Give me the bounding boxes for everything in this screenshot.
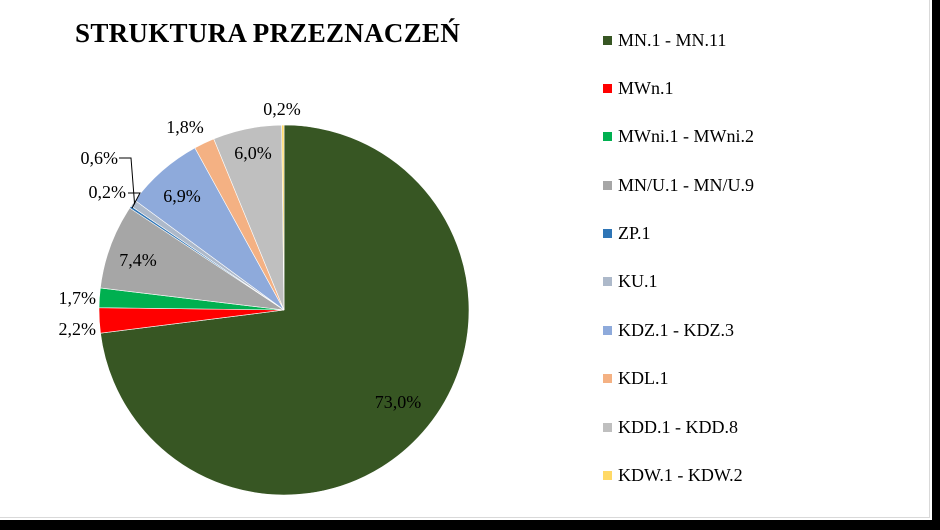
legend-item: ZP.1 [603,222,923,246]
window-edge-bottom [0,520,940,530]
pie-slice [281,124,285,311]
chart-frame [0,0,930,518]
legend-swatch [603,325,612,335]
legend-label: KDZ.1 - KDZ.3 [618,319,734,340]
legend-swatch [603,422,612,432]
data-label: 0,6% [81,148,119,168]
data-label: 1,7% [59,288,97,308]
legend-swatch [603,471,612,481]
legend-swatch [603,229,612,239]
legend-label: KDL.1 [618,368,669,389]
chart-title: STRUKTURA PRZEZNACZEŃ [75,18,461,48]
legend-item: KU.1 [603,270,923,294]
legend-swatch [603,374,612,384]
window-edge-right [932,0,940,530]
legend-label: MWni.1 - MWni.2 [618,126,754,147]
legend-label: KDD.1 - KDD.8 [618,416,738,437]
legend-label: KDW.1 - KDW.2 [618,465,743,486]
legend-item: KDL.1 [603,367,923,391]
data-label: 1,8% [166,117,204,137]
legend-item: KDZ.1 - KDZ.3 [603,318,923,342]
legend-label: KU.1 [618,271,658,292]
legend-item: MWn.1 [603,76,923,100]
legend-swatch [603,277,612,287]
leader-line [119,157,136,205]
legend-item: MN/U.1 - MN/U.9 [603,173,923,197]
legend-label: MWn.1 [618,77,674,98]
data-label: 7,4% [119,250,157,270]
legend-label: MN.1 - MN.11 [618,29,727,50]
data-label: 6,9% [163,186,201,206]
legend-item: KDW.1 - KDW.2 [603,464,923,488]
legend-item: MN.1 - MN.11 [603,28,923,52]
legend-item: KDD.1 - KDD.8 [603,415,923,439]
data-label: 73,0% [375,392,422,412]
legend-swatch [603,132,612,142]
legend-swatch [603,83,612,93]
data-label: 2,2% [59,319,97,339]
legend-label: MN/U.1 - MN/U.9 [618,174,755,195]
legend-item: MWni.1 - MWni.2 [603,125,923,149]
legend-swatch [603,180,612,190]
legend-label: ZP.1 [618,223,651,244]
legend-swatch [603,35,612,45]
chart-legend: MN.1 - MN.11 MWn.1 MWni.1 - MWni.2 MN/U.1 -… [603,28,923,512]
data-label: 6,0% [234,143,272,163]
data-label: 0,2% [263,99,301,119]
data-label: 0,2% [89,182,127,202]
pie-slice [100,124,470,496]
